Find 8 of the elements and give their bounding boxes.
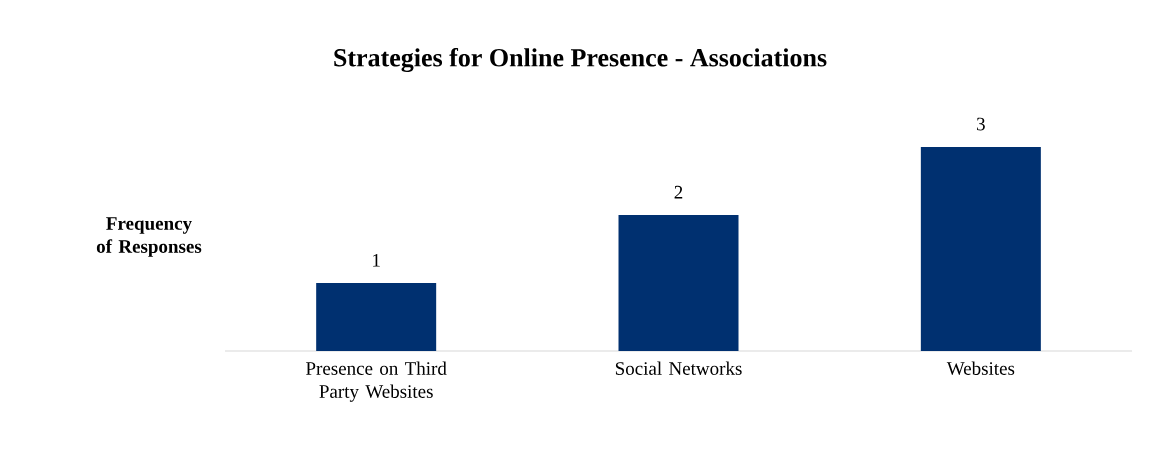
- data-label: 2: [674, 185, 683, 199]
- x-tick-label: Social Networks: [615, 361, 742, 375]
- chart-title: Strategies for Online Presence - Associations: [334, 47, 827, 73]
- data-label: 3: [977, 117, 985, 131]
- data-label: 1: [373, 253, 380, 267]
- x-tick-label: Websites: [946, 361, 1015, 375]
- y-axis-title: Frequency of Responses: [96, 217, 202, 257]
- x-tick-label: Presence on Third Party Websites: [306, 361, 447, 402]
